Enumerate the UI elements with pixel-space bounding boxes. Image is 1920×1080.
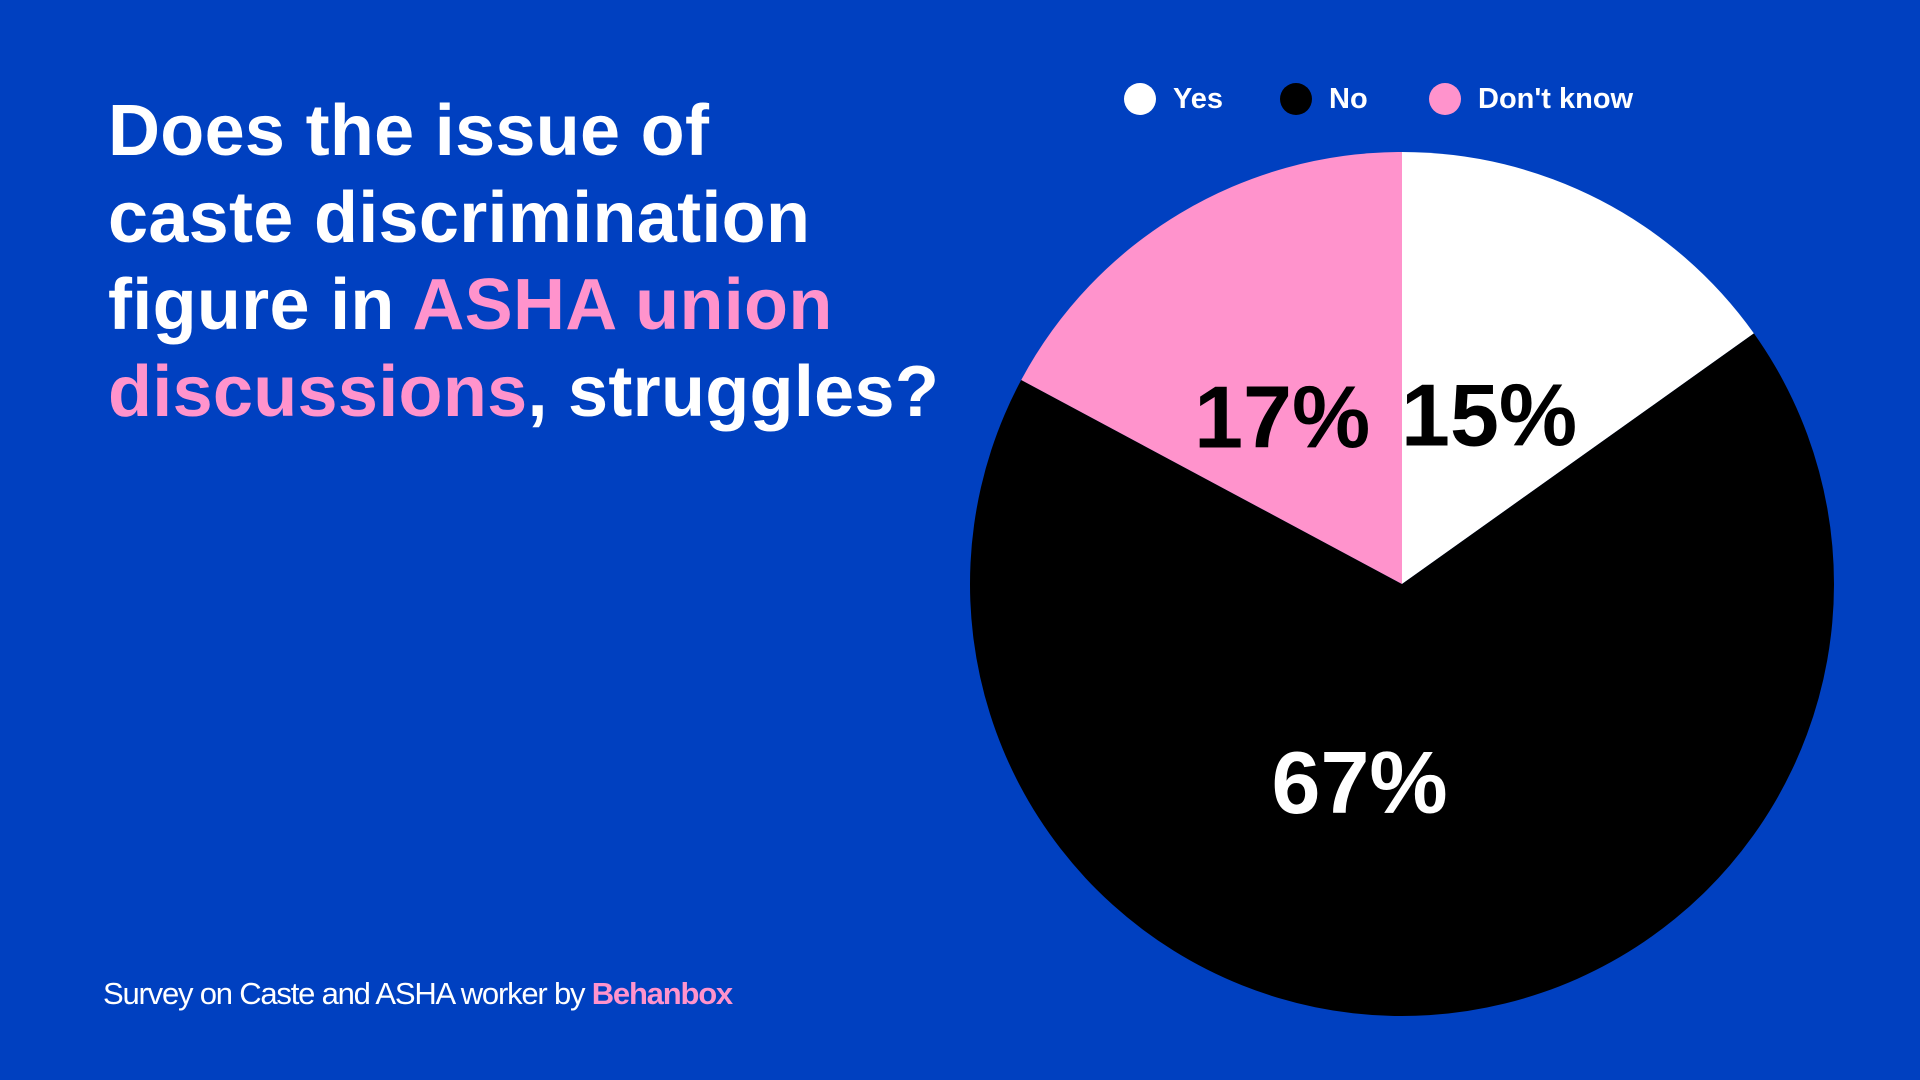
chart-title: Does the issue of caste discrimination f…	[108, 88, 988, 436]
legend-swatch-no	[1280, 83, 1312, 115]
pie-value-label-yes: 15%	[1401, 366, 1577, 465]
legend-swatch-yes	[1124, 83, 1156, 115]
title-line-3-highlight: ASHA union	[412, 265, 833, 345]
title-line-1: Does the issue of	[108, 91, 710, 171]
pie-slice-yes	[1402, 152, 1754, 584]
source-text: Survey on Caste and ASHA worker by	[103, 976, 592, 1011]
source-note: Survey on Caste and ASHA worker by Behan…	[103, 976, 733, 1012]
source-brand: Behanbox	[591, 976, 733, 1011]
pie-labels: 15% 67% 17%	[1194, 366, 1577, 832]
legend-item-no: No	[1280, 74, 1368, 124]
legend-item-yes: Yes	[1124, 74, 1223, 124]
legend-swatch-dont-know	[1429, 83, 1461, 115]
title-line-4-highlight: discussions	[108, 352, 528, 432]
pie-slice-don-t-know	[1021, 151, 1402, 584]
legend-label-dont-know: Don't know	[1478, 82, 1634, 115]
legend-label-no: No	[1329, 82, 1368, 115]
pie-slice-no	[969, 333, 1834, 1016]
title-line-2: caste discrimination	[108, 178, 811, 258]
pie-value-label-no: 67%	[1272, 733, 1448, 832]
legend-label-yes: Yes	[1173, 82, 1223, 115]
pie-value-label-don-t-know: 17%	[1194, 368, 1370, 467]
title-line-4-plain: , struggles?	[527, 352, 940, 432]
legend-item-dont-know: Don't know	[1429, 74, 1633, 124]
pie-slices	[969, 151, 1834, 1016]
title-line-3-plain: figure in	[108, 265, 413, 345]
